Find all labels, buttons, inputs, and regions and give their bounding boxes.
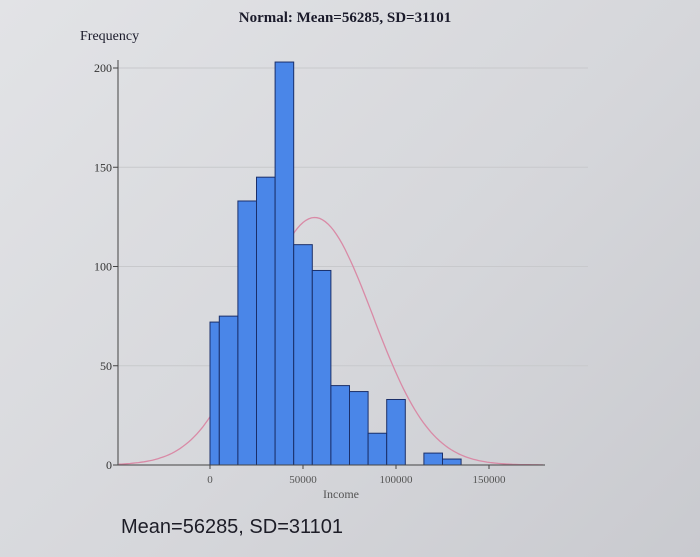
y-tick-label: 50 bbox=[100, 359, 112, 373]
normal-curve-layer bbox=[118, 216, 543, 466]
histogram-bar bbox=[423, 452, 443, 466]
histogram-bar bbox=[386, 398, 406, 466]
histogram-bar bbox=[367, 432, 388, 466]
histogram-bar bbox=[330, 385, 350, 466]
histogram-bar bbox=[274, 61, 295, 466]
histogram-bar bbox=[349, 391, 369, 466]
y-tick-label: 150 bbox=[94, 160, 112, 174]
x-tick-label: 0 bbox=[207, 474, 213, 486]
x-tick-label: 150000 bbox=[473, 474, 507, 486]
histogram-bar bbox=[256, 176, 276, 466]
histogram-bar bbox=[209, 321, 220, 466]
y-axis-label: Frequency bbox=[80, 29, 139, 44]
bars-layer bbox=[209, 61, 462, 466]
histogram-bar bbox=[442, 458, 462, 466]
histogram-bar bbox=[218, 315, 239, 466]
y-tick-label: 0 bbox=[106, 458, 112, 472]
x-tick-label: 50000 bbox=[289, 474, 317, 486]
grid-layer bbox=[118, 67, 588, 367]
histogram-bar bbox=[311, 269, 332, 466]
histogram-bar bbox=[237, 200, 257, 466]
x-axis-label: Income bbox=[323, 487, 359, 501]
x-tick-label: 100000 bbox=[380, 474, 414, 486]
y-tick-label: 100 bbox=[94, 260, 112, 274]
mean-sd-caption: Mean=56285, SD=31101 bbox=[121, 516, 343, 538]
normal-curve bbox=[118, 216, 543, 466]
chart-title: Normal: Mean=56285, SD=31101 bbox=[239, 10, 452, 26]
histogram-bar bbox=[293, 244, 313, 466]
y-tick-label: 200 bbox=[94, 61, 112, 75]
axes-layer: 0 50 100 150 200 0 50000 100000 150000 bbox=[94, 60, 545, 486]
